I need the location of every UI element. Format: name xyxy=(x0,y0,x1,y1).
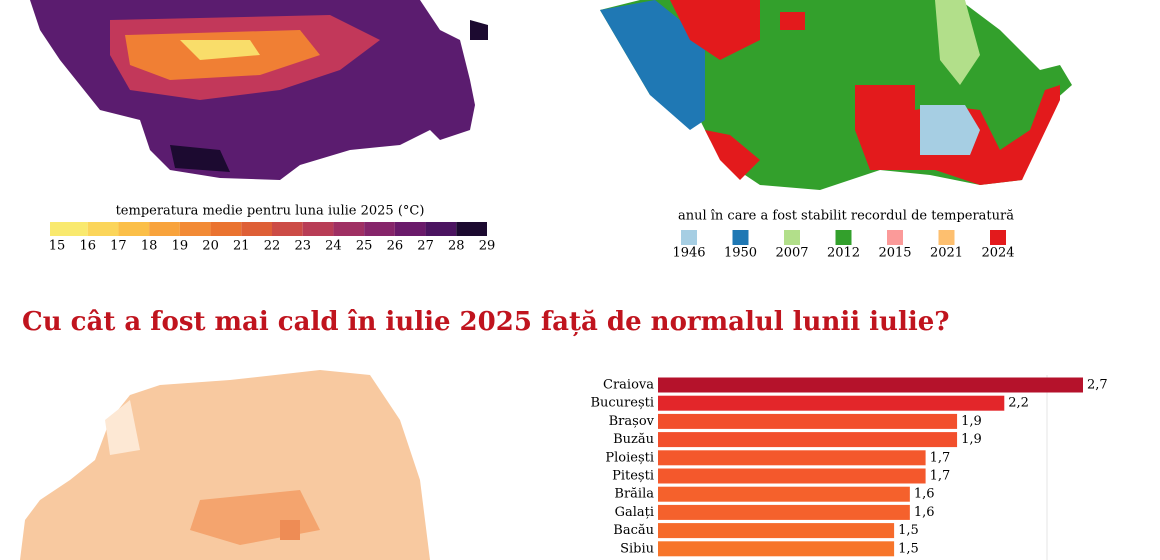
legend-swatch xyxy=(887,230,903,245)
colorbar-tick-label: 19 xyxy=(172,239,189,254)
colorbar-cell xyxy=(179,222,211,236)
bar xyxy=(658,450,926,466)
bar xyxy=(658,432,958,448)
bar xyxy=(658,486,910,502)
colorbar-cell xyxy=(364,222,395,236)
legend-swatch xyxy=(938,230,955,245)
legend-label: 1946 xyxy=(672,246,705,261)
colorbar-tick-label: 15 xyxy=(49,239,66,254)
colorbar-cell xyxy=(118,222,150,236)
bar xyxy=(658,523,895,539)
value-label: 1,9 xyxy=(961,432,982,447)
bar xyxy=(658,395,1005,411)
colorbar-tick-label: 26 xyxy=(387,239,404,254)
heading: Cu cât a fost mai cald în iulie 2025 faț… xyxy=(22,307,949,337)
temperature-map xyxy=(30,0,488,180)
colorbar-cell xyxy=(394,222,426,236)
colorbar-tick-label: 24 xyxy=(325,239,342,254)
colorbar-tick-label: 16 xyxy=(79,239,96,254)
colorbar-cell xyxy=(456,222,487,236)
value-label: 1,9 xyxy=(961,414,982,429)
category-label: Brăila xyxy=(614,487,654,502)
colorbar-tick-label: 28 xyxy=(448,239,465,254)
legend-swatch xyxy=(990,230,1006,245)
value-label: 1,7 xyxy=(930,450,951,465)
category-label: Ploiești xyxy=(605,450,654,465)
legend-label: 2012 xyxy=(827,246,860,261)
value-label: 1,6 xyxy=(914,487,935,502)
value-label: 1,5 xyxy=(898,523,919,538)
colorbar-cell xyxy=(333,222,365,236)
colorbar-cell xyxy=(241,222,272,236)
colorbar-tick-label: 25 xyxy=(356,239,373,254)
legend-label: 2021 xyxy=(930,246,963,261)
colorbar-cell xyxy=(87,222,119,236)
legend-label: 2007 xyxy=(775,246,808,261)
bar xyxy=(658,504,910,520)
legend-swatch xyxy=(681,230,697,245)
colorbar-cell xyxy=(272,222,303,236)
colorbar-tick-label: 21 xyxy=(233,239,250,254)
category-label: Sibiu xyxy=(620,541,654,556)
legend-swatch xyxy=(732,230,749,245)
value-label: 2,2 xyxy=(1008,396,1029,411)
value-label: 1,7 xyxy=(930,469,951,484)
colorbar-cell xyxy=(425,222,457,236)
category-label: București xyxy=(590,396,654,411)
colorbar-cell xyxy=(210,222,242,236)
category-label: Buzău xyxy=(613,432,654,447)
legend-title: anul în care a fost stabilit recordul de… xyxy=(678,209,1014,224)
colorbar-tick-label: 27 xyxy=(417,239,434,254)
category-label: Craiova xyxy=(603,378,654,393)
bar xyxy=(658,377,1083,393)
colorbar-cell xyxy=(302,222,334,236)
colorbar-tick-label: 29 xyxy=(479,239,496,254)
colorbar-tick-label: 18 xyxy=(141,239,158,254)
category-label: Brașov xyxy=(609,414,655,429)
category-label: Galați xyxy=(615,505,654,520)
legend-title: temperatura medie pentru luna iulie 2025… xyxy=(116,204,425,219)
legend-label: 2015 xyxy=(878,246,911,261)
bar xyxy=(658,541,895,557)
colorbar-cell xyxy=(50,222,88,236)
record-map xyxy=(600,0,1072,190)
anomaly-map xyxy=(20,370,430,560)
colorbar-tick-label: 22 xyxy=(264,239,281,254)
colorbar-tick-label: 17 xyxy=(110,239,127,254)
category-label: Bacău xyxy=(613,523,654,538)
colorbar-tick-label: 23 xyxy=(294,239,311,254)
colorbar-cell xyxy=(149,222,180,236)
bar xyxy=(658,413,958,429)
bar xyxy=(658,468,926,484)
legend-label: 1950 xyxy=(724,246,757,261)
value-label: 2,7 xyxy=(1087,378,1108,393)
legend-label: 2024 xyxy=(981,246,1014,261)
value-label: 1,6 xyxy=(914,505,935,520)
colorbar-tick-label: 20 xyxy=(202,239,219,254)
legend-swatch xyxy=(784,230,800,245)
legend-swatch xyxy=(835,230,852,245)
category-label: Pitești xyxy=(612,469,654,484)
value-label: 1,5 xyxy=(898,541,919,556)
